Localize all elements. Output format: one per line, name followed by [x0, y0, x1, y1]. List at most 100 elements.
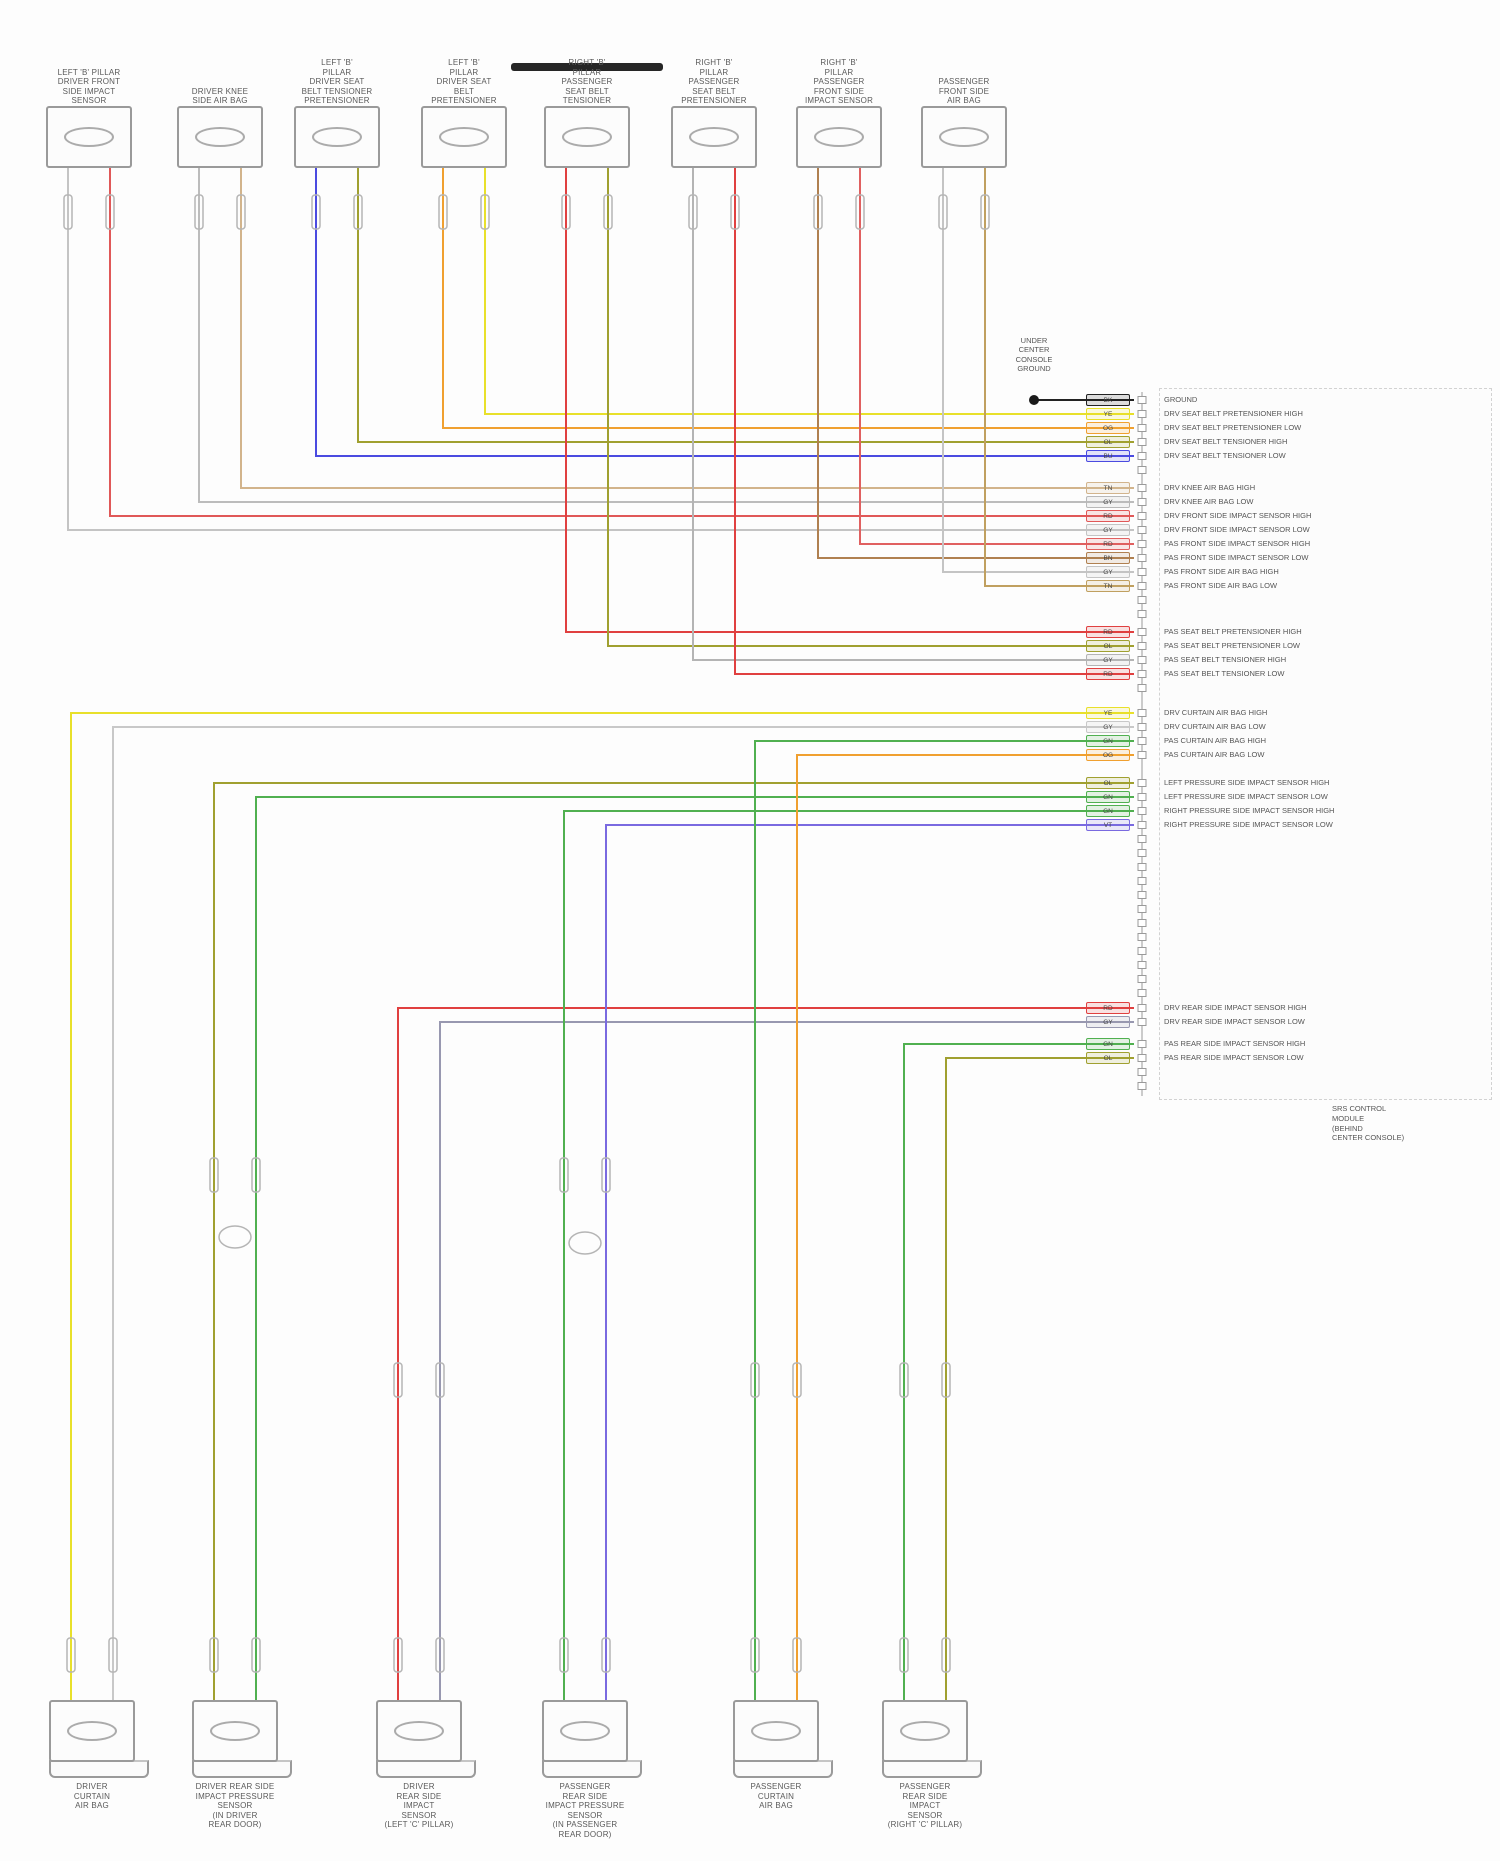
component-label: DRIVER REAR SIDE IMPACT PRESSURE SENSOR …	[195, 1782, 275, 1830]
top-component-4: LEFT 'B' PILLAR DRIVER SEAT BELT PRETENS…	[421, 36, 507, 168]
wire-code-chip: VT	[1086, 819, 1130, 831]
wire-left-pressure-low	[255, 796, 1134, 1710]
ground-dot-icon	[1029, 395, 1039, 405]
wire-pas-rear-impact-low	[945, 1057, 1134, 1710]
connector-box	[544, 106, 630, 168]
module-pin-label: PAS SEAT BELT TENSIONER HIGH	[1164, 655, 1287, 664]
inline-connector-icon	[311, 194, 321, 230]
label-redaction-bar	[511, 63, 663, 71]
top-component-6: RIGHT 'B' PILLAR PASSENGER SEAT BELT PRE…	[671, 36, 757, 168]
wire-code-chip: GY	[1086, 654, 1130, 666]
module-note: SRS CONTROL MODULE (BEHIND CENTER CONSOL…	[1332, 1104, 1405, 1143]
module-pin-label: PAS REAR SIDE IMPACT SENSOR HIGH	[1164, 1039, 1306, 1048]
inline-connector-icon	[941, 1637, 951, 1673]
wire-code-chip: OG	[1086, 422, 1130, 434]
inline-connector-icon	[194, 194, 204, 230]
connector-base	[376, 1760, 476, 1778]
wire-drv-rear-impact-high	[397, 1007, 1134, 1710]
module-pin-label: PAS SEAT BELT PRETENSIONER HIGH	[1164, 627, 1302, 636]
connector-base	[192, 1760, 292, 1778]
module-pin	[1137, 1004, 1147, 1012]
module-pin	[1137, 737, 1147, 745]
wire-code-chip: RD	[1086, 538, 1130, 550]
module-pin	[1137, 484, 1147, 492]
connector-box	[376, 1700, 462, 1762]
module-pin	[1137, 723, 1147, 731]
module-pin	[1137, 779, 1147, 787]
inline-connector-icon	[601, 1157, 611, 1193]
module-pin	[1137, 905, 1147, 913]
inline-connector-icon	[855, 194, 865, 230]
module-pin	[1137, 849, 1147, 857]
connector-box	[882, 1700, 968, 1762]
wire-code-chip: YE	[1086, 408, 1130, 420]
module-pin	[1137, 396, 1147, 404]
connector-face-icon	[814, 127, 864, 147]
wire-drv-belt-tensioner-high	[357, 166, 1134, 443]
wire-pas-curtain-low	[796, 754, 1134, 1710]
wire-code-chip: GY	[1086, 1016, 1130, 1028]
wire-code-chip: GY	[1086, 566, 1130, 578]
inline-connector-icon	[559, 1637, 569, 1673]
wire-code-chip: RD	[1086, 510, 1130, 522]
module-pin	[1137, 863, 1147, 871]
wire-code-chip: BK	[1086, 394, 1130, 406]
inline-connector-icon	[941, 1362, 951, 1398]
top-component-5: RIGHT 'B' PILLAR PASSENGER SEAT BELT TEN…	[544, 36, 630, 168]
module-pin-label: DRV CURTAIN AIR BAG HIGH	[1164, 708, 1268, 717]
wire-code-chip: GN	[1086, 735, 1130, 747]
inline-connector-icon	[480, 194, 490, 230]
ground-label: UNDER CENTER CONSOLE GROUND	[1015, 336, 1053, 374]
connector-face-icon	[900, 1721, 950, 1741]
module-pin	[1137, 751, 1147, 759]
wire-pas-rear-impact-high	[903, 1043, 1134, 1710]
module-pin-label: PAS CURTAIN AIR BAG HIGH	[1164, 736, 1267, 745]
wire-code-chip: TN	[1086, 580, 1130, 592]
module-pin	[1137, 835, 1147, 843]
wire-drv-knee-low	[198, 166, 1134, 503]
module-pin-label: GROUND	[1164, 395, 1198, 404]
inline-connector-icon	[603, 194, 613, 230]
module-pin	[1137, 540, 1147, 548]
inline-connector-icon	[63, 194, 73, 230]
wire-code-chip: RD	[1086, 626, 1130, 638]
connector-box	[796, 106, 882, 168]
module-pin	[1137, 670, 1147, 678]
module-pin	[1137, 1018, 1147, 1026]
connector-face-icon	[64, 127, 114, 147]
connector-box	[46, 106, 132, 168]
bottom-component-3: DRIVER REAR SIDE IMPACT SENSOR (LEFT 'C'…	[376, 1700, 476, 1830]
top-component-1: LEFT 'B' PILLAR DRIVER FRONT SIDE IMPACT…	[46, 36, 132, 168]
wire-code-chip: OL	[1086, 436, 1130, 448]
wire-drv-belt-pret-high	[484, 166, 1134, 415]
component-label: RIGHT 'B' PILLAR PASSENGER SEAT BELT PRE…	[681, 58, 747, 106]
component-label: LEFT 'B' PILLAR DRIVER SEAT BELT TENSION…	[301, 58, 373, 106]
module-pin-label: PAS CURTAIN AIR BAG LOW	[1164, 750, 1265, 759]
wire-code-chip: OG	[1086, 749, 1130, 761]
wire-right-pressure-high	[563, 810, 1134, 1710]
connector-box	[542, 1700, 628, 1762]
top-component-8: PASSENGER FRONT SIDE AIR BAG	[921, 36, 1007, 168]
module-pin	[1137, 596, 1147, 604]
inline-connector-icon	[393, 1637, 403, 1673]
module-pin-label: DRV SEAT BELT PRETENSIONER LOW	[1164, 423, 1302, 432]
module-pin-label: DRV KNEE AIR BAG HIGH	[1164, 483, 1256, 492]
module-pin	[1137, 793, 1147, 801]
connector-face-icon	[751, 1721, 801, 1741]
wire-pas-front-airbag-low	[984, 166, 1134, 587]
wire-drv-front-impact-high	[109, 166, 1134, 517]
inline-connector-icon	[792, 1362, 802, 1398]
wire-code-chip: BN	[1086, 552, 1130, 564]
component-label: PASSENGER REAR SIDE IMPACT SENSOR (RIGHT…	[887, 1782, 963, 1830]
wire-left-pressure-high	[213, 782, 1134, 1710]
wire-pas-belt-tensioner-high	[692, 166, 1134, 661]
wire-code-chip: OL	[1086, 777, 1130, 789]
wire-pas-front-impact-low	[817, 166, 1134, 559]
inline-connector-icon	[813, 194, 823, 230]
component-label: LEFT 'B' PILLAR DRIVER FRONT SIDE IMPACT…	[57, 67, 121, 106]
inline-connector-icon	[435, 1362, 445, 1398]
connector-face-icon	[67, 1721, 117, 1741]
module-pin-label: PAS SEAT BELT PRETENSIONER LOW	[1164, 641, 1301, 650]
wire-pas-curtain-high	[754, 740, 1134, 1710]
